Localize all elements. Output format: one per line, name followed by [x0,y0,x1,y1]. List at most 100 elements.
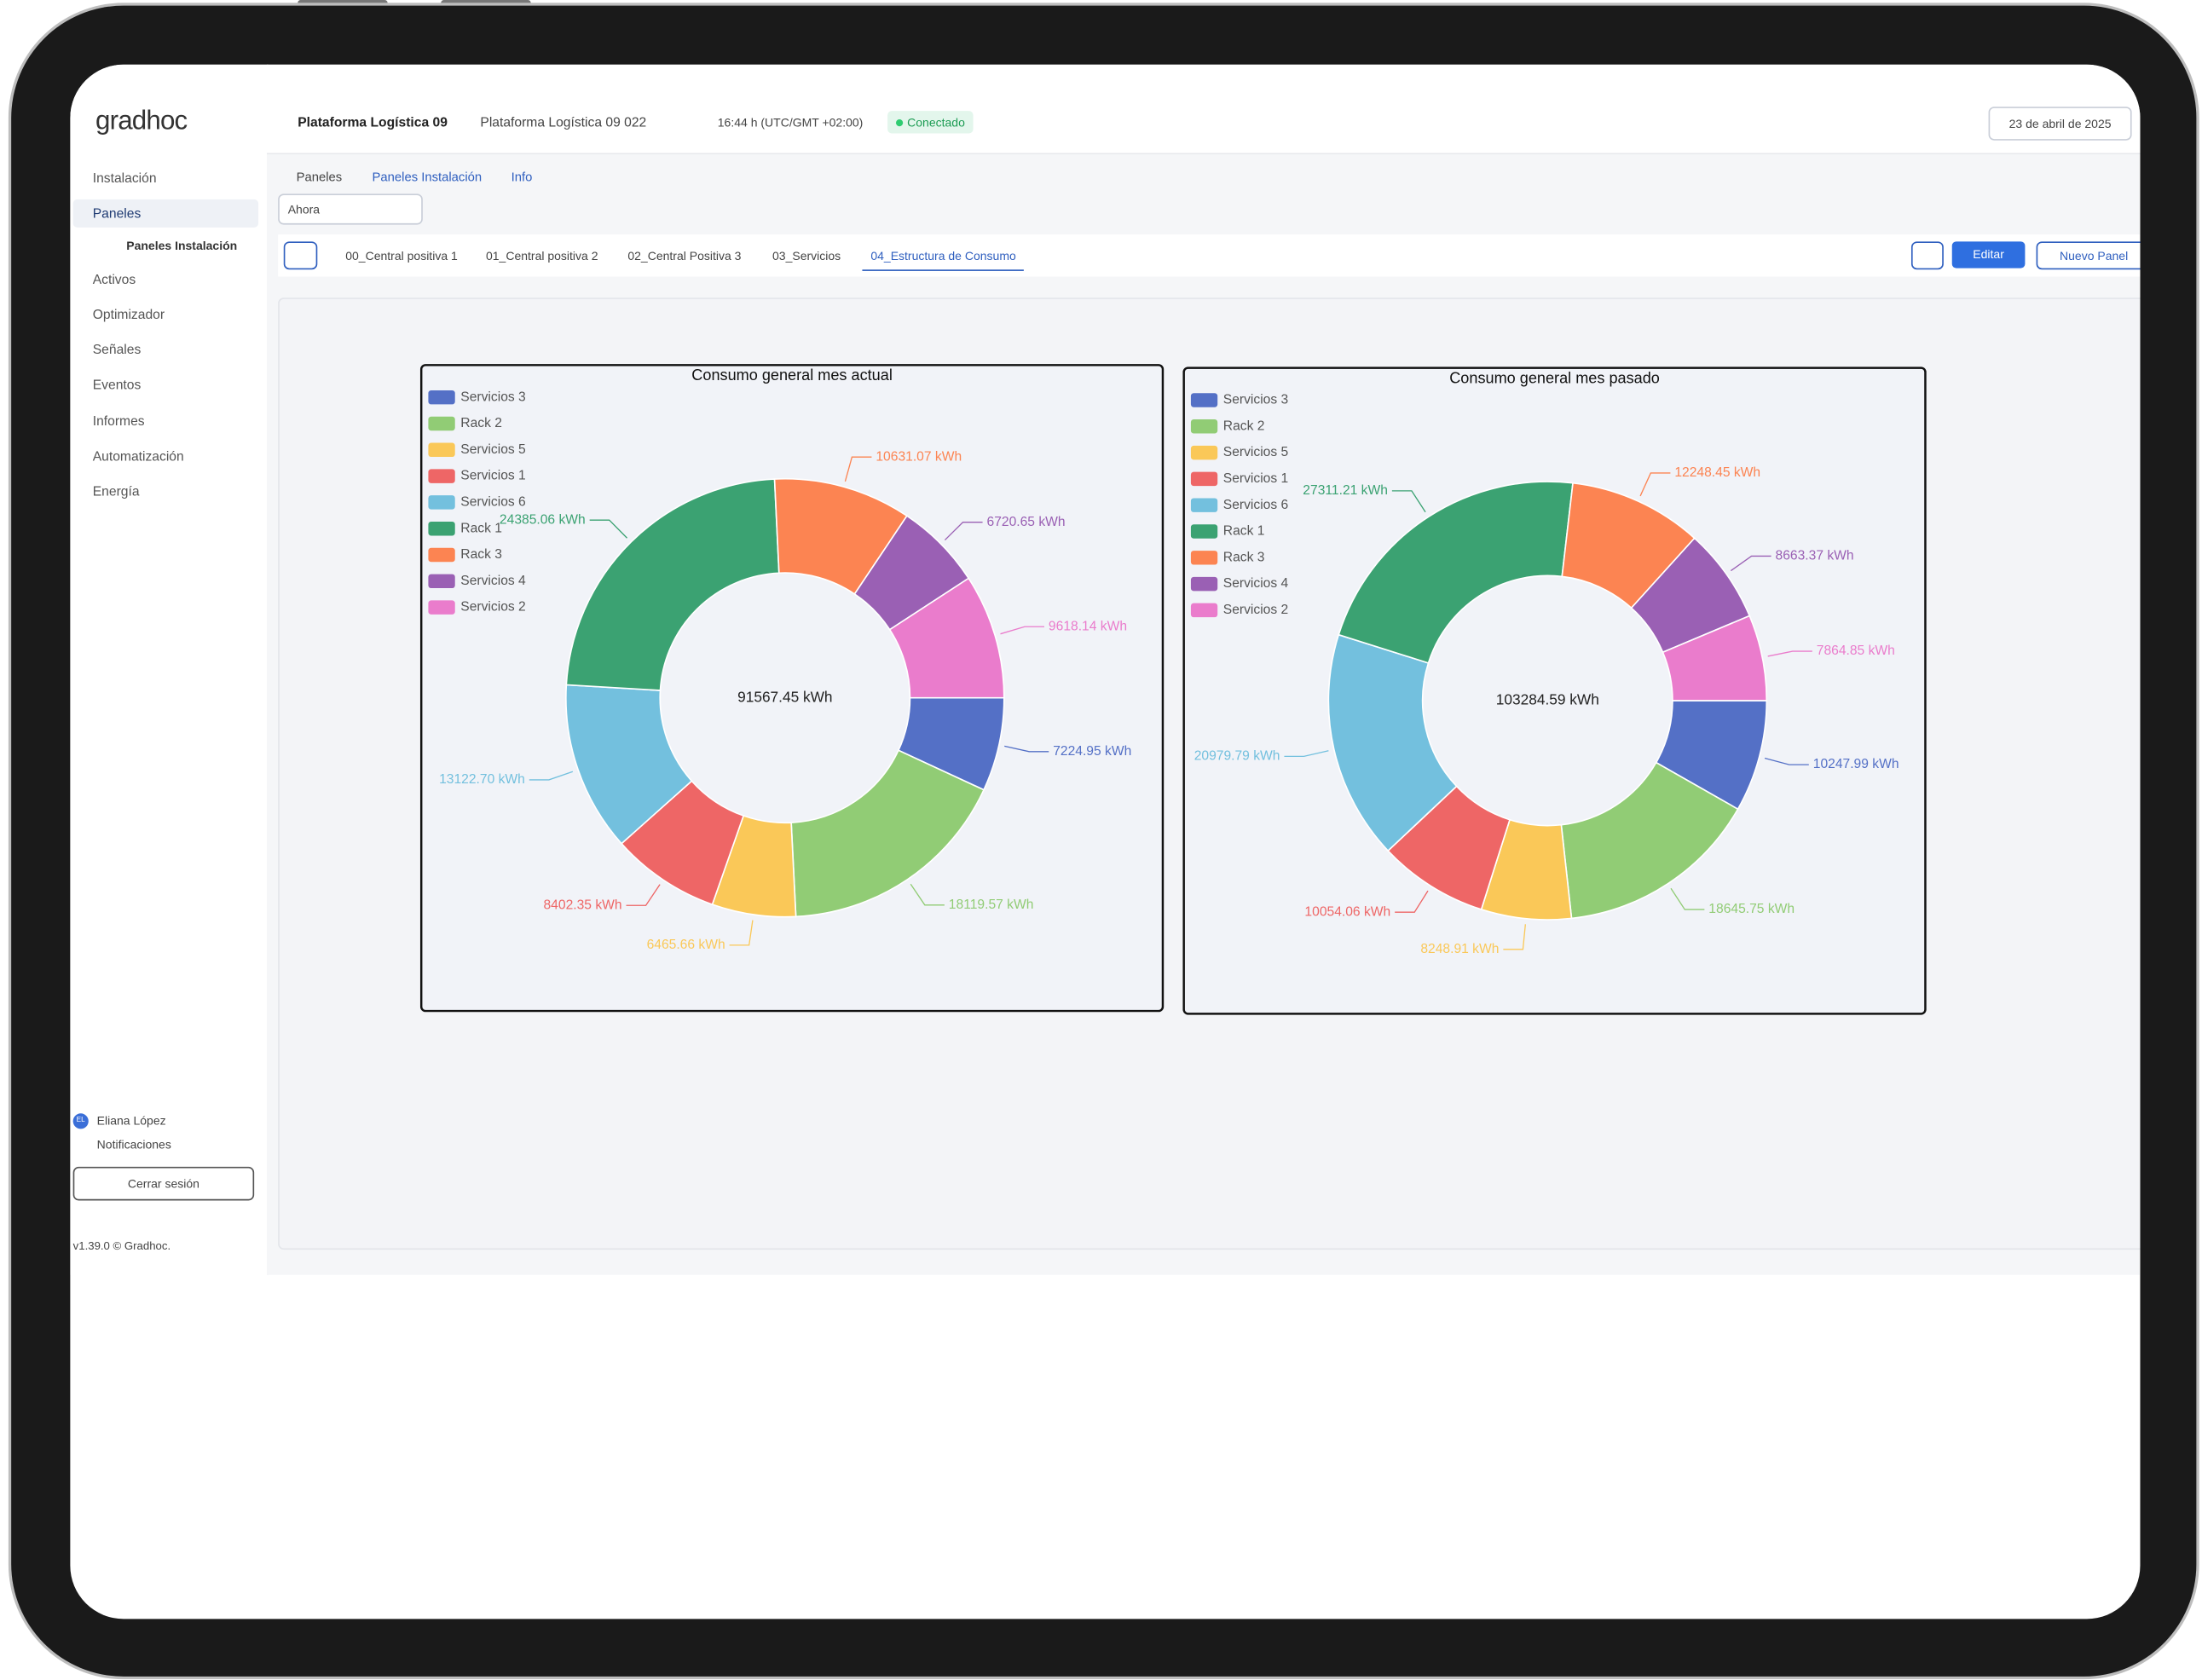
legend-label: Servicios 6 [460,495,525,510]
legend-swatch [1190,551,1218,565]
menu-item[interactable]: Activos [92,272,136,288]
tab-bar: 00_Central positiva 1 01_Central positiv… [278,234,2141,277]
data-label: 10247.99 kWh [1813,757,1899,771]
breadcrumb[interactable]: Paneles [296,170,343,184]
breadcrumb[interactable]: Info [511,170,533,184]
data-label: 8663.37 kWh [1776,549,1854,563]
legend-swatch [1190,419,1218,434]
leader-line [1639,472,1671,497]
data-label: 6465.66 kWh [647,938,725,952]
tab-active[interactable]: 04_Estructura de Consumo [862,249,1025,271]
data-label: 7224.95 kWh [1053,744,1131,759]
donut-slice [1560,761,1739,920]
legend-swatch [428,574,455,589]
legend-label: Servicios 2 [1223,603,1288,617]
notifications[interactable]: Notificaciones [96,1137,171,1152]
legend-swatch [428,390,455,405]
tab[interactable]: 01_Central positiva 2 [485,248,598,263]
date-picker[interactable]: 23 de abril de 2025 [1988,107,2132,141]
chart-box [419,364,1165,1013]
leader-line [729,920,754,946]
logout-button[interactable]: Cerrar sesión [72,1166,255,1201]
tab[interactable]: 03_Servicios [772,248,841,263]
leader-line [1670,887,1705,910]
legend-label: Servicios 3 [1223,393,1288,407]
installation-select[interactable]: Plataforma Logística 09 022 [480,115,647,131]
data-label: 8248.91 kWh [1420,942,1499,956]
legend-swatch [1190,471,1218,487]
leader-line [1395,890,1429,913]
legend-swatch [428,521,455,536]
data-label: 10054.06 kWh [1304,904,1390,919]
donut-slice [1338,481,1574,664]
leader-line [1730,555,1771,572]
data-label: 10631.07 kWh [876,449,962,464]
legend-swatch [1190,498,1218,512]
donut-slice [565,478,780,691]
legend-label: Rack 1 [460,521,502,535]
legend-swatch [428,469,455,483]
data-label: 8402.35 kWh [544,898,622,912]
logo: gradhoc [95,107,188,136]
menu-item[interactable]: Informes [92,413,145,430]
data-label: 12248.45 kWh [1674,465,1760,480]
hw-button [298,0,388,8]
status-text: Conectado [907,115,965,130]
legend-label: Rack 1 [1223,524,1265,539]
menu-item[interactable]: Paneles [92,206,142,222]
legend-label: Rack 3 [1223,550,1265,564]
legend-label: Servicios 5 [1223,445,1289,459]
leader-line [626,884,661,906]
breadcrumb[interactable]: Paneles Instalación [372,170,483,184]
data-label: 18119.57 kWh [949,898,1034,912]
submenu-item[interactable]: Paneles Instalación [126,239,238,253]
user-name[interactable]: Eliana López [96,1113,166,1128]
time-select[interactable]: Ahora [278,193,423,225]
legend-label: Servicios 5 [460,442,526,457]
leader-line [1284,750,1329,758]
menu-item[interactable]: Optimizador [92,307,165,323]
leader-line [529,771,574,781]
donut-slice [1662,615,1768,701]
screen: gradhoc Instalación Paneles Paneles Inst… [70,64,2141,1619]
tab[interactable]: 02_Central Positiva 3 [627,248,742,263]
sidebar: gradhoc Instalación Paneles Paneles Inst… [70,64,269,1275]
chart: Consumo general mes actual 7224.95 kWh 181… [419,364,1165,1013]
next-button[interactable] [1910,241,1944,270]
avatar: EL [72,1113,89,1129]
menu-item[interactable]: Automatización [92,449,184,465]
version: v1.39.0 © Gradhoc. [72,1239,171,1253]
leader-line [844,456,872,482]
leader-line [1767,650,1812,657]
data-label: 20979.79 kWh [1194,748,1280,763]
legend-label: Servicios 4 [1223,576,1289,591]
menu-item[interactable]: Instalación [92,170,157,188]
menu-item[interactable]: Eventos [92,378,142,394]
center-label: 91567.45 kWh [737,688,832,705]
legend-swatch [428,416,455,431]
clock: 16:44 h (UTC/GMT +02:00) [717,115,864,130]
legend-swatch [1190,524,1218,539]
menu-item[interactable]: Señales [92,342,142,359]
menu-item[interactable]: Energía [92,484,140,500]
header: Plataforma Logística 09 Plataforma Logís… [266,64,2141,155]
legend-label: Servicios 4 [460,574,526,588]
leader-line [1004,745,1049,753]
main: Paneles Paneles Instalación Info Ahora 0… [266,154,2141,1275]
data-label: 18645.75 kWh [1708,902,1795,916]
legend-label: Rack 2 [1223,419,1265,433]
new-panel-button[interactable]: Nuevo Panel [2036,241,2141,270]
legend-label: Servicios 3 [460,390,525,404]
hw-button [441,0,531,8]
legend-label: Rack 3 [460,547,502,562]
leader-line [1503,924,1527,950]
legend-swatch [428,600,455,615]
edit-button[interactable]: Editar [1951,241,2026,268]
legend-swatch [1190,445,1218,460]
legend-label: Servicios 2 [460,600,525,615]
leader-line [944,522,983,541]
site-name[interactable]: Plataforma Logística 09 [298,115,448,131]
leader-line [1000,626,1044,635]
prev-button[interactable] [283,241,318,270]
tab[interactable]: 00_Central positiva 1 [345,248,458,263]
